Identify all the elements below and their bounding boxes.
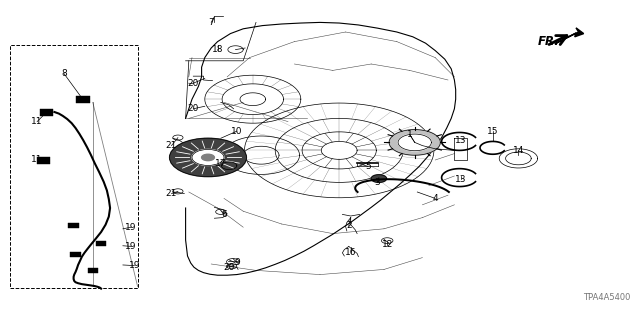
Text: 19: 19 — [125, 223, 137, 232]
Circle shape — [170, 138, 246, 177]
Text: 20: 20 — [188, 104, 199, 113]
Text: 5: 5 — [365, 162, 371, 171]
Text: 13: 13 — [455, 136, 467, 145]
Text: 19: 19 — [125, 242, 137, 251]
Text: 10: 10 — [231, 127, 243, 136]
Text: 21: 21 — [166, 189, 177, 198]
Circle shape — [389, 130, 440, 155]
Text: 17: 17 — [215, 159, 227, 168]
Bar — [40, 109, 53, 116]
Text: 6: 6 — [221, 210, 227, 219]
Text: 12: 12 — [381, 240, 393, 249]
Text: 19: 19 — [129, 261, 140, 270]
Bar — [68, 223, 79, 228]
Bar — [10, 45, 138, 288]
Text: 18: 18 — [212, 45, 223, 54]
Text: FR.: FR. — [538, 35, 559, 48]
Circle shape — [202, 154, 214, 161]
Bar — [37, 157, 50, 164]
Polygon shape — [555, 28, 584, 44]
Text: 1: 1 — [407, 130, 412, 139]
Text: 11: 11 — [31, 117, 43, 126]
Circle shape — [371, 175, 387, 182]
Text: 4: 4 — [433, 194, 438, 203]
Bar — [70, 252, 81, 257]
Text: 20: 20 — [188, 79, 199, 88]
Text: 20: 20 — [223, 263, 235, 272]
Circle shape — [398, 134, 431, 151]
Text: TPA4A5400: TPA4A5400 — [583, 293, 630, 302]
Text: 2: 2 — [346, 221, 351, 230]
Bar — [76, 96, 90, 103]
Text: 11: 11 — [31, 156, 43, 164]
Circle shape — [192, 149, 224, 165]
Text: 13: 13 — [455, 175, 467, 184]
Text: 8: 8 — [61, 69, 67, 78]
Text: 14: 14 — [513, 146, 524, 155]
Text: 21: 21 — [166, 141, 177, 150]
Text: 3: 3 — [375, 178, 380, 187]
Text: 9: 9 — [234, 258, 239, 267]
Text: 16: 16 — [345, 248, 356, 257]
Text: 7: 7 — [209, 18, 214, 27]
Text: 15: 15 — [487, 127, 499, 136]
Bar — [96, 241, 106, 246]
Bar — [88, 268, 98, 273]
